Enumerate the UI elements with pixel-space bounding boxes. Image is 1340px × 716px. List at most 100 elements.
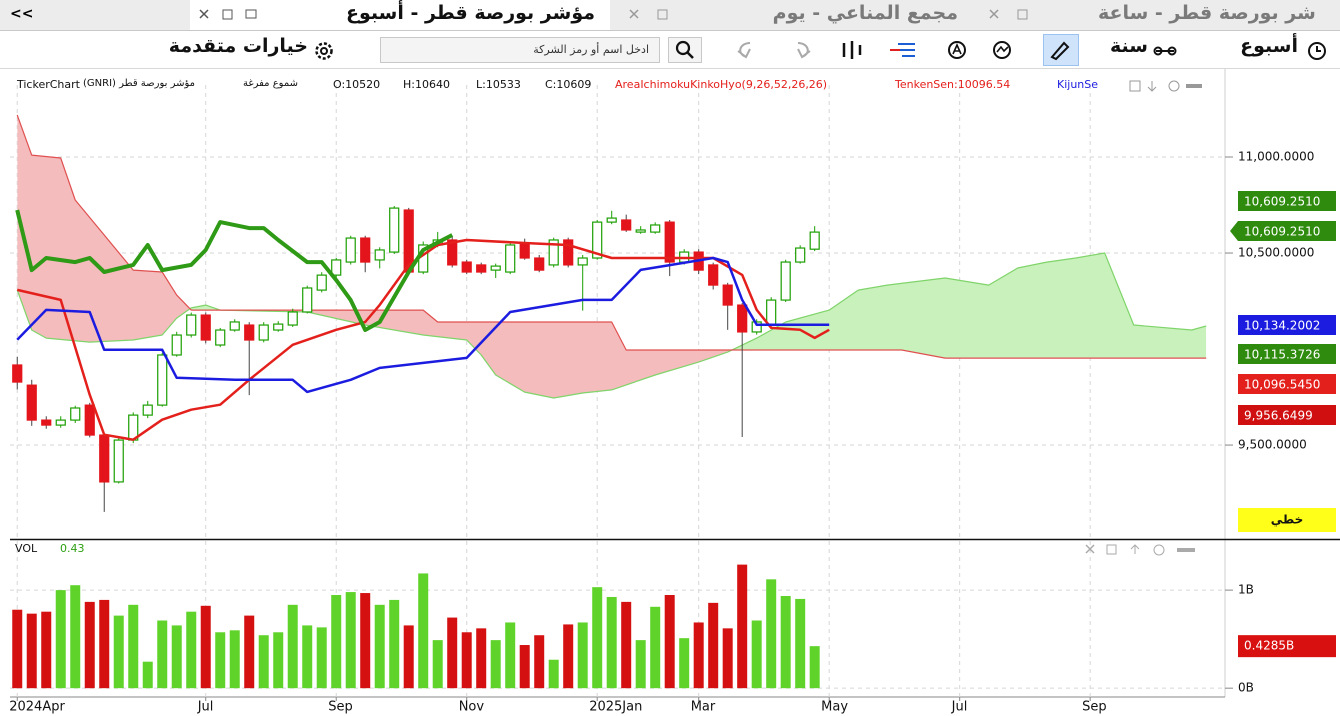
- ohlc-low: L:10533: [476, 78, 521, 91]
- candle-body: [461, 261, 472, 273]
- volume-pane-icons[interactable]: [1082, 542, 1208, 558]
- volume-bar: [171, 625, 182, 689]
- ohlc-open: O:10520: [333, 78, 381, 91]
- tab-scroll[interactable]: <<: [10, 6, 34, 22]
- volume-bar: [84, 601, 95, 689]
- toolbar: أسبوع سنة ادخل اسم أو رمز الشركة خيارات …: [0, 31, 1340, 69]
- active-tab-bg: [190, 0, 610, 30]
- candle-body: [41, 419, 52, 426]
- indicator-line: [16, 238, 830, 441]
- candle-body: [447, 239, 458, 266]
- y-tick-label: 11,000.0000: [1238, 150, 1314, 164]
- candle-body: [186, 314, 197, 336]
- candle-body: [99, 434, 110, 483]
- tab-icons[interactable]: [198, 8, 268, 22]
- price-label-box: [1238, 315, 1336, 335]
- candle-body: [519, 242, 530, 259]
- search-box[interactable]: ادخل اسم أو رمز الشركة: [380, 37, 660, 63]
- draw-tool-active[interactable]: [1043, 34, 1079, 66]
- volume-bar: [99, 599, 110, 689]
- indicator-name: AreaIchimokuKinkoHyo(9,26,52,26,26): [615, 78, 828, 91]
- candle-body: [302, 287, 313, 313]
- volume-bar: [12, 609, 23, 689]
- volume-bar: [795, 598, 806, 689]
- tab[interactable]: مؤشر بورصة قطر - أسبوع: [345, 2, 595, 24]
- candle-body: [273, 323, 284, 331]
- x-tick-label: Sep: [328, 700, 353, 715]
- volume-bar: [592, 587, 603, 689]
- candle-body: [229, 321, 240, 331]
- style-button[interactable]: [1238, 508, 1336, 532]
- volume-bar: [316, 627, 327, 689]
- period-year[interactable]: سنة: [1110, 35, 1148, 57]
- volume-bar: [41, 611, 52, 689]
- candle-body: [157, 354, 168, 406]
- candle-body: [534, 257, 545, 271]
- range-icon[interactable]: [1153, 43, 1177, 59]
- volume-bar: [664, 595, 675, 689]
- ohlc-high: H:10640: [403, 78, 450, 91]
- candle-body: [389, 207, 400, 253]
- price-label-text: 10,609.2510: [1244, 195, 1320, 209]
- price-label-box: [1238, 374, 1336, 394]
- gear-icon[interactable]: [313, 40, 335, 62]
- kijun-value: KijunSe: [1057, 78, 1099, 91]
- candle-body: [621, 219, 632, 231]
- pane-icons[interactable]: [1128, 79, 1212, 93]
- tab[interactable]: شر بورصة قطر - ساعة: [1098, 2, 1316, 24]
- x-tick-label: Jul: [197, 700, 214, 715]
- candle-body: [505, 244, 516, 273]
- x-tick-label: Nov: [459, 700, 485, 715]
- volume-bar: [447, 617, 458, 689]
- price-label-text: 10,609.2510: [1244, 225, 1320, 239]
- volume-bar: [331, 595, 342, 689]
- volume-bar: [432, 640, 443, 689]
- price-label-text: 10,115.3726: [1244, 348, 1320, 362]
- volume-bar: [519, 645, 530, 689]
- app-name: TickerChart: [17, 78, 80, 91]
- volume-bar: [461, 632, 472, 689]
- search-button[interactable]: [668, 37, 702, 63]
- price-label: 10,096.5450: [1238, 374, 1336, 394]
- toolbar-icons[interactable]: [720, 37, 1080, 63]
- volume-last-box: [1238, 635, 1336, 658]
- volume-bar: [548, 659, 559, 689]
- volume-bar: [287, 604, 298, 689]
- candle-body: [215, 329, 226, 346]
- candle-body: [606, 217, 617, 223]
- clock-icon[interactable]: [1306, 40, 1328, 62]
- candle-body: [548, 239, 559, 266]
- candle-body: [563, 239, 574, 266]
- volume-bar: [534, 635, 545, 689]
- price-label-box: [1238, 344, 1336, 364]
- volume-bar: [258, 635, 269, 689]
- advanced-options[interactable]: خيارات متقدمة: [168, 35, 308, 57]
- volume-bar: [650, 606, 661, 689]
- x-tick-label: Sep: [1082, 700, 1107, 715]
- candle-body: [142, 404, 153, 416]
- tab-icons[interactable]: [628, 8, 678, 22]
- price-label: 10,609.2510: [1238, 191, 1336, 211]
- candle-body: [722, 284, 733, 306]
- candle-body: [258, 324, 269, 341]
- volume-bar: [606, 596, 617, 689]
- price-label-box: [1238, 405, 1336, 425]
- period-week[interactable]: أسبوع: [1240, 35, 1298, 57]
- volume-bar: [577, 622, 588, 689]
- tab[interactable]: مجمع المناعي - يوم: [772, 2, 958, 24]
- candle-body: [345, 237, 356, 263]
- candle-body: [113, 439, 124, 483]
- tab-icons[interactable]: [988, 8, 1038, 22]
- candle-body: [360, 237, 371, 263]
- candle-body: [708, 264, 719, 286]
- volume-bar: [186, 611, 197, 689]
- volume-bar: [142, 661, 153, 689]
- candle-body: [476, 264, 487, 273]
- volume-bar: [708, 602, 719, 689]
- volume-bar: [360, 593, 371, 689]
- y-tick-label: 0B: [1238, 681, 1254, 695]
- volume-bar: [722, 628, 733, 689]
- candle-body: [331, 259, 342, 276]
